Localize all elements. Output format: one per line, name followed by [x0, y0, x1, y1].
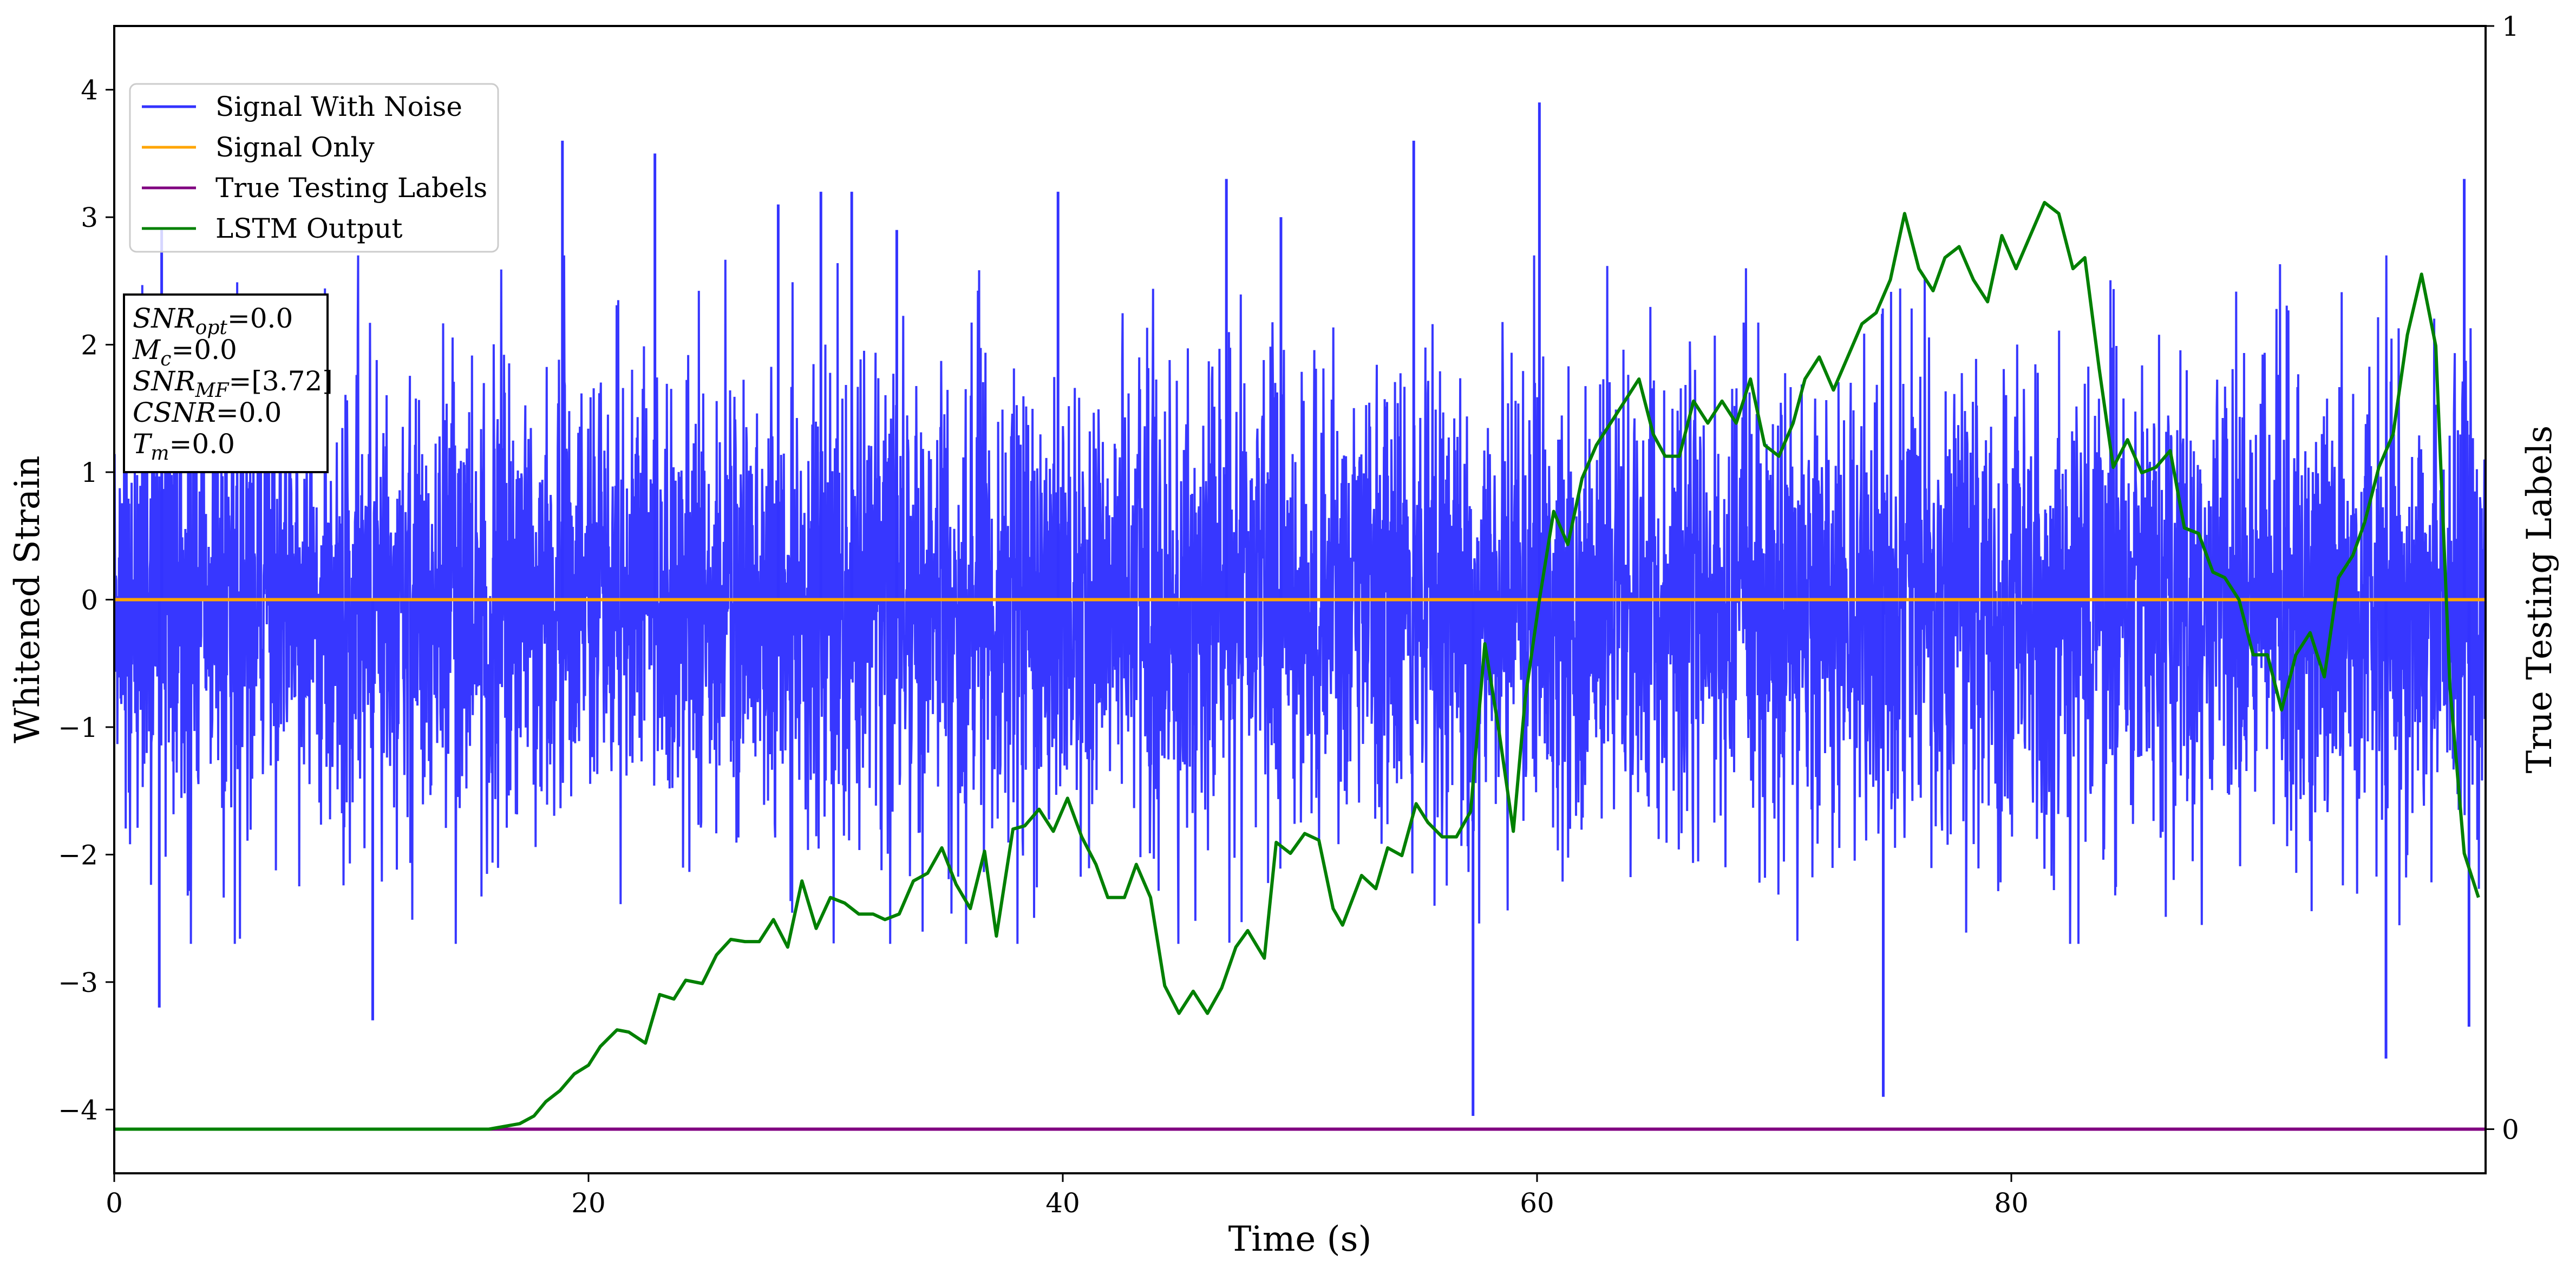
signal-with-noise-series: [114, 102, 2486, 1116]
annotation-line-0: SNRopt=0.0: [133, 303, 293, 339]
y-tick-label-4: 0: [81, 585, 98, 616]
signal-with-noise-line: [114, 255, 2486, 944]
annotation-line-1: Mc=0.0: [132, 334, 237, 370]
x-tick-label-4: 80: [1994, 1187, 2029, 1219]
y-right-tick-label-1: 1: [2502, 11, 2519, 42]
annotation-line-2: SNRMF=[3.72]: [133, 365, 333, 402]
y-tick-label-6: 2: [81, 330, 98, 361]
legend: Signal With Noise Signal Only True Testi…: [129, 83, 499, 253]
y-tick-label-5: 1: [81, 457, 98, 488]
y-tick-label-0: −4: [58, 1094, 98, 1126]
x-tick-label-3: 60: [1520, 1187, 1554, 1219]
legend-label-signal-with-noise: Signal With Noise: [215, 91, 462, 122]
legend-box: [129, 83, 499, 253]
legend-label-true-testing-labels: True Testing Labels: [215, 172, 487, 204]
y-tick-label-1: −3: [58, 967, 98, 998]
y-tick-label-7: 3: [81, 202, 98, 233]
y-tick-label-3: −1: [58, 712, 98, 743]
lstm-output-line: [114, 201, 2480, 1131]
x-tick-label-2: 40: [1045, 1187, 1080, 1219]
legend-label-lstm-output: LSTM Output: [215, 213, 402, 244]
y-axis-label: Whitened Strain: [8, 455, 48, 743]
y-right-tick-label-0: 0: [2502, 1114, 2519, 1146]
y-tick-label-2: −2: [58, 839, 98, 871]
x-tick-label-1: 20: [571, 1187, 606, 1219]
y-tick-label-8: 4: [81, 75, 98, 106]
annotation-frame: [123, 293, 329, 473]
annotation-line-4: Tm=0.0: [133, 428, 235, 465]
annotation-lines: SNRopt=0.0Mc=0.0SNRMF=[3.72]CSNR=0.0Tm=0…: [132, 303, 333, 465]
line-series-group: [114, 201, 2486, 1131]
x-tick-label-0: 0: [106, 1187, 123, 1219]
annotation-line-3: CSNR=0.0: [133, 397, 282, 428]
legend-label-signal-only: Signal Only: [215, 132, 375, 163]
annotation-box: SNRopt=0.0Mc=0.0SNRMF=[3.72]CSNR=0.0Tm=0…: [123, 293, 333, 473]
y-right-axis-label: True Testing Labels: [2520, 426, 2560, 774]
plot-area: [114, 102, 2486, 1131]
x-axis-label: Time (s): [1228, 1219, 1372, 1259]
